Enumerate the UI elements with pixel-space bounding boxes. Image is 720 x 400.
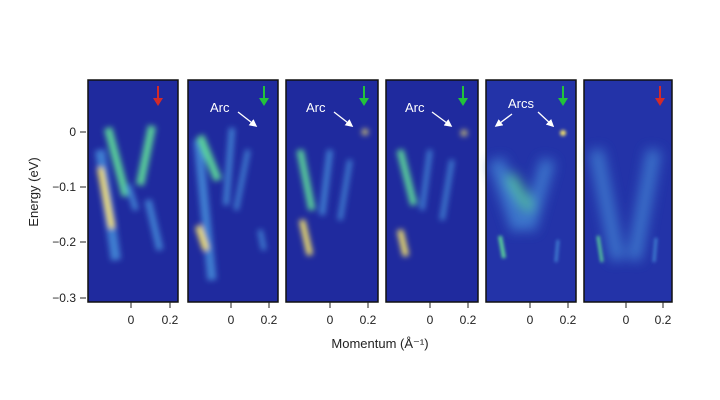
panel-1 <box>87 79 179 303</box>
x-tick-label: 0.2 <box>360 313 377 327</box>
annotation-pointer <box>494 113 513 127</box>
x-tick-label: 0.2 <box>560 313 577 327</box>
arrow-marker-icon <box>655 98 665 106</box>
arrow-marker-icon <box>259 98 269 106</box>
y-axis-label: Energy (eV) <box>26 157 41 226</box>
arrow-marker-icon <box>153 98 163 106</box>
x-axis-tick-marks <box>130 302 664 308</box>
x-axis-label: Momentum (Å⁻¹) <box>331 336 428 351</box>
x-tick-label: 0 <box>228 313 235 327</box>
panel-6 <box>583 79 673 303</box>
arc-annotation: Arc <box>306 100 326 115</box>
x-tick-label: 0 <box>623 313 630 327</box>
y-tick-label: −0.2 <box>52 235 76 249</box>
arc-annotation: Arc <box>210 100 230 115</box>
panel-5: Arcs <box>485 79 577 303</box>
x-tick-label: 0.2 <box>261 313 278 327</box>
annotation-pointer <box>431 111 453 127</box>
arrow-marker-icon <box>359 98 369 106</box>
x-tick-label: 0.2 <box>460 313 477 327</box>
annotation-pointer <box>537 111 555 128</box>
x-tick-label: 0.2 <box>162 313 179 327</box>
x-tick-label: 0.2 <box>655 313 672 327</box>
arc-annotation: Arc <box>405 100 425 115</box>
y-axis-ticks: 0 −0.1 −0.2 −0.3 <box>52 125 76 305</box>
x-tick-label: 0 <box>128 313 135 327</box>
x-tick-label: 0 <box>327 313 334 327</box>
y-tick-label: −0.1 <box>52 180 76 194</box>
panel-4: Arc <box>385 79 479 303</box>
panel-2: Arc <box>187 79 279 303</box>
x-axis-ticks: 0 0.2 0 0.2 0 0.2 0 0.2 0 0.2 0 0.2 <box>128 313 672 327</box>
y-tick-label: 0 <box>69 125 76 139</box>
y-tick-label: −0.3 <box>52 291 76 305</box>
y-axis-tick-marks <box>80 131 86 299</box>
arcs-annotation: Arcs <box>508 96 535 111</box>
arrow-marker-icon <box>558 98 568 106</box>
panel-3: Arc <box>285 79 379 303</box>
x-tick-label: 0 <box>427 313 434 327</box>
x-tick-label: 0 <box>527 313 534 327</box>
arrow-marker-icon <box>458 98 468 106</box>
annotation-pointer <box>333 111 354 127</box>
annotation-pointer <box>237 111 258 127</box>
